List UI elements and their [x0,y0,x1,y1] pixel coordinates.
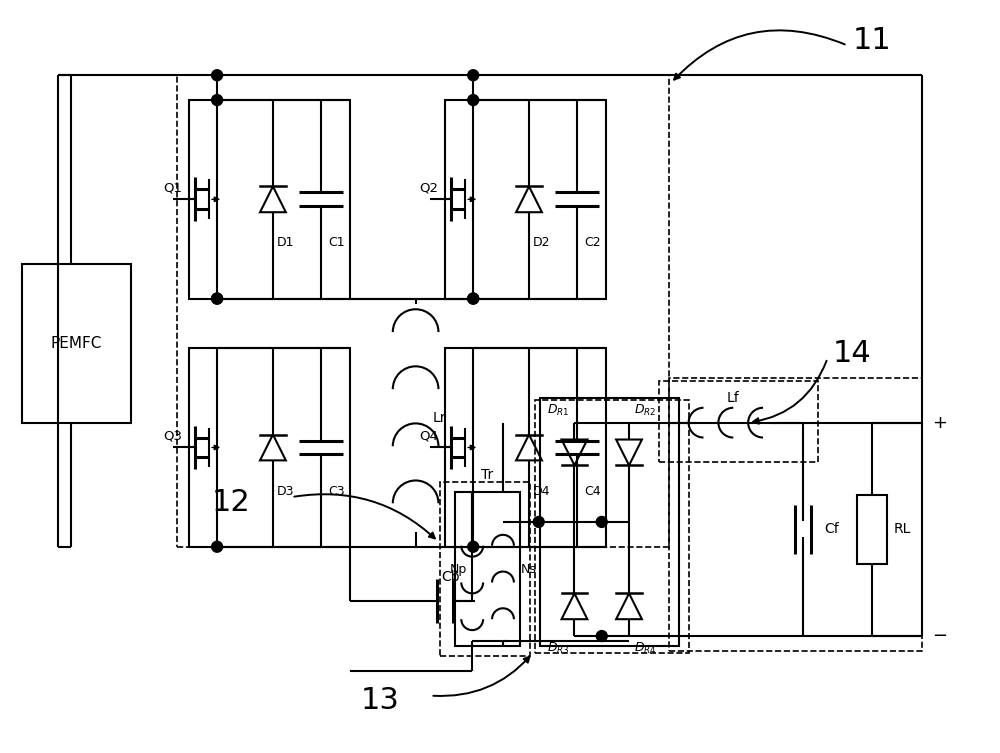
Bar [857,495,887,564]
Text: Q3: Q3 [163,429,182,443]
Text: PEMFC: PEMFC [50,336,102,351]
Bar [189,348,350,547]
Text: −: − [932,627,947,645]
Circle shape [468,541,479,552]
Text: $D_{R4}$: $D_{R4}$ [634,641,657,656]
Text: +: + [932,413,947,431]
Text: D4: D4 [533,485,550,498]
Circle shape [212,70,223,81]
Text: C2: C2 [584,236,601,249]
Circle shape [212,95,223,105]
Circle shape [533,517,544,527]
Bar [455,492,520,646]
Bar [189,100,350,299]
Bar [445,100,606,299]
Text: 11: 11 [852,26,891,55]
Text: Lf: Lf [727,391,740,405]
Circle shape [596,517,607,527]
Text: Q2: Q2 [419,181,438,194]
Bar [669,378,922,651]
Text: D2: D2 [533,236,550,249]
Text: C4: C4 [584,485,601,498]
Bar [440,482,530,656]
Circle shape [212,541,223,552]
Text: RL: RL [894,523,911,536]
Circle shape [212,293,223,304]
Circle shape [212,293,223,304]
Text: Cb: Cb [441,571,460,584]
Text: 12: 12 [212,487,251,517]
Circle shape [468,95,479,105]
Text: Cf: Cf [825,523,839,536]
Text: $D_{R3}$: $D_{R3}$ [547,641,569,656]
Bar [445,348,606,547]
Text: 14: 14 [833,339,871,367]
Text: $D_{R2}$: $D_{R2}$ [634,403,656,418]
Text: D3: D3 [277,485,294,498]
Text: C3: C3 [328,485,345,498]
Circle shape [596,630,607,642]
Text: Ns: Ns [521,562,537,575]
Text: 13: 13 [361,686,400,715]
Circle shape [468,293,479,304]
Bar [22,264,131,422]
Text: Np: Np [450,562,467,575]
Bar [177,75,669,547]
Circle shape [468,70,479,81]
Bar [659,381,818,462]
Text: Q4: Q4 [420,429,438,443]
Text: Lr: Lr [433,410,446,425]
Text: C1: C1 [328,236,345,249]
Text: $D_{R1}$: $D_{R1}$ [547,403,569,418]
Text: Q1: Q1 [163,181,182,194]
Text: D1: D1 [277,236,294,249]
Bar [540,398,679,646]
Circle shape [468,293,479,304]
Text: Tr: Tr [481,468,494,482]
Bar [535,400,689,653]
